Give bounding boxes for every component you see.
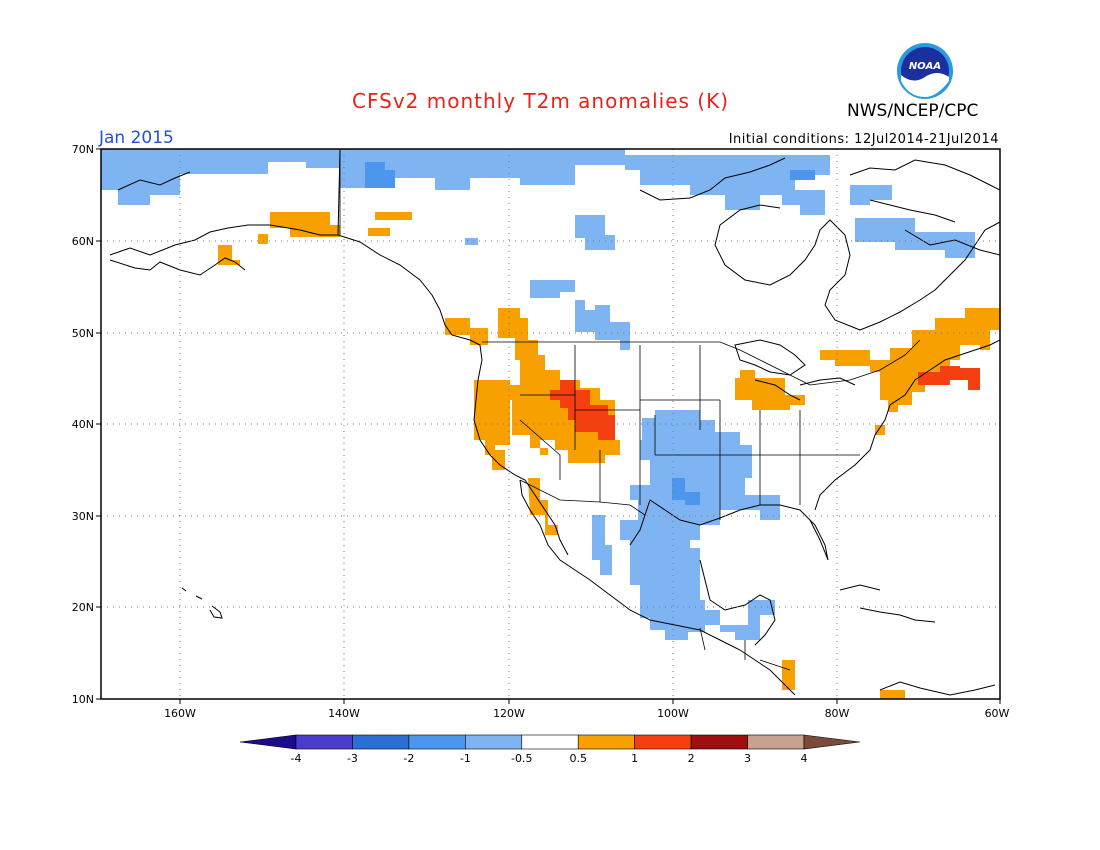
colorbar-segment: [408, 734, 466, 750]
political-borders: [339, 149, 921, 671]
colorbar-tick-label: -2: [403, 752, 414, 765]
colorbar-segment: [690, 734, 748, 750]
colorbar: -4 -3 -2 -1 -0.5 0.5 1 2 3 4: [239, 734, 861, 765]
colorbar-segment: [521, 734, 579, 750]
anomaly-fields: [101, 149, 1000, 699]
map-title: CFSv2 monthly T2m anomalies (K): [352, 89, 729, 113]
colorbar-segment: [747, 734, 805, 750]
noaa-logo-text: NOAA: [909, 61, 941, 72]
lat-label: 10N: [72, 693, 94, 706]
latitude-labels: 70N 60N 50N 40N 30N 20N 10N: [72, 143, 94, 706]
strong-negative-anomaly-regions: [365, 162, 815, 505]
colorbar-tick-label: 0.5: [569, 752, 587, 765]
colorbar-tick-label: -1: [460, 752, 471, 765]
lat-label: 40N: [72, 418, 94, 431]
colorbar-tick-label: 2: [688, 752, 695, 765]
lon-label: 80W: [825, 707, 850, 720]
lat-label: 50N: [72, 327, 94, 340]
valid-period-label: Jan 2015: [99, 128, 174, 148]
lat-label: 60N: [72, 235, 94, 248]
positive-anomaly-regions: [218, 212, 1000, 699]
initial-conditions-label: Initial conditions: 12Jul2014-21Jul2014: [728, 132, 999, 147]
colorbar-segment: [295, 734, 353, 750]
colorbar-segment: [352, 734, 410, 750]
colorbar-tick-label: -3: [347, 752, 358, 765]
lat-label: 30N: [72, 510, 94, 523]
lon-label: 140W: [328, 707, 360, 720]
colorbar-tick-label: 1: [631, 752, 638, 765]
colorbar-tick-label: 3: [744, 752, 751, 765]
colorbar-segment: [465, 734, 523, 750]
colorbar-segment: [634, 734, 692, 750]
lon-label: 60W: [985, 707, 1010, 720]
colorbar-low-extension: [239, 734, 297, 750]
colorbar-tick-label: -4: [291, 752, 302, 765]
lat-label: 70N: [72, 143, 94, 156]
lat-label: 20N: [72, 601, 94, 614]
lon-label: 100W: [657, 707, 689, 720]
coastlines: [109, 149, 1000, 696]
colorbar-segment: [577, 734, 635, 750]
noaa-logo: NOAA: [897, 43, 953, 99]
lon-label: 160W: [164, 707, 196, 720]
longitude-labels: 160W 140W 120W 100W 80W 60W: [164, 707, 1009, 720]
colorbar-tick-label: -0.5: [511, 752, 532, 765]
axis-ticks: [96, 148, 1001, 704]
lon-label: 120W: [493, 707, 525, 720]
colorbar-high-extension: [803, 734, 861, 750]
agency-label: NWS/NCEP/CPC: [847, 101, 979, 121]
colorbar-tick-label: 4: [801, 752, 808, 765]
